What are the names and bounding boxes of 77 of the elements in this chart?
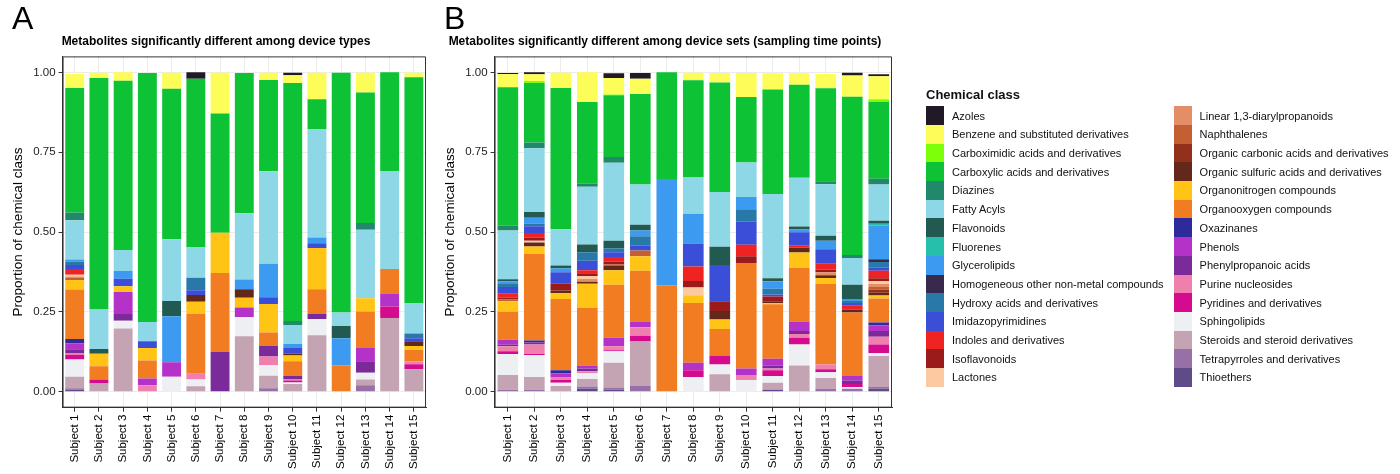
legend-label: Organooxygen compounds <box>1199 203 1332 216</box>
legend-label: Phenols <box>1199 240 1240 253</box>
y-tick-label: 0.25 <box>465 305 488 318</box>
y-axis-title: Proportion of chemical class <box>9 147 25 317</box>
x-tick-label: Subject 6 <box>189 414 202 463</box>
chart-title: Metabolites significantly different among device sets (sampling time points) <box>448 33 882 48</box>
legend-label: Purine nucleosides <box>1199 277 1293 290</box>
y-tick-label: 0.50 <box>465 225 488 238</box>
text: B <box>444 0 466 36</box>
legend-label: Organonitrogen compounds <box>1199 184 1336 197</box>
x-tick-label: Subject 11 <box>765 414 778 469</box>
legend-label: Glycerolipids <box>952 259 1015 272</box>
x-tick-label: Subject 5 <box>164 414 177 463</box>
chart-title: Metabolites significantly different among device types <box>61 33 371 48</box>
legend-label: Naphthalenes <box>1199 128 1268 141</box>
x-tick-label: Subject 12 <box>334 414 347 470</box>
x-tick-label: Subject 8 <box>237 414 250 463</box>
x-tick-label: Subject 9 <box>261 414 274 463</box>
y-tick-label: 0.75 <box>33 145 56 158</box>
x-tick-label: Subject 13 <box>358 414 371 470</box>
legend-title: Chemical class <box>926 87 1021 103</box>
y-tick-label: 0.75 <box>465 145 488 158</box>
y-tick-label: 1.00 <box>33 65 56 78</box>
legend-label: Diazines <box>952 184 995 197</box>
x-tick-label: Subject 3 <box>116 414 129 463</box>
x-tick-label: Subject 10 <box>285 414 298 470</box>
x-tick-label: Subject 10 <box>739 414 752 470</box>
x-tick-label: Subject 1 <box>67 414 80 463</box>
text: A <box>12 0 34 36</box>
legend-label: Indoles and derivatives <box>952 333 1065 346</box>
legend-label: Hydroxy acids and derivatives <box>952 296 1099 309</box>
x-tick-label: Subject 11 <box>310 414 323 469</box>
y-tick-label: 0.25 <box>33 305 56 318</box>
legend-label: Imidazopyrimidines <box>952 315 1047 328</box>
x-tick-label: Subject 2 <box>92 414 105 463</box>
legend-label: Fatty Acyls <box>952 203 1006 216</box>
x-tick-label: Subject 1 <box>501 414 513 463</box>
legend-label: Organic carbonic acids and derivatives <box>1199 147 1389 160</box>
legend-label: Azoles <box>952 109 986 122</box>
x-tick-label: Subject 7 <box>659 414 672 463</box>
x-tick-label: Subject 4 <box>580 414 593 463</box>
legend-label: Pyridines and derivatives <box>1199 296 1322 309</box>
x-tick-label: Subject 14 <box>845 414 858 470</box>
y-axis-title: Proportion of chemical class <box>441 147 457 317</box>
legend-label: Phenylpropanoic acids <box>1199 259 1311 272</box>
legend-label: Tetrapyrroles and derivatives <box>1199 352 1341 365</box>
y-tick-label: 0.00 <box>465 384 488 397</box>
legend-label: Linear 1,3-diarylpropanoids <box>1199 109 1333 122</box>
y-tick-label: 0.50 <box>33 225 56 238</box>
legend-label: Sphingolipids <box>1199 315 1266 328</box>
legend-label: Thioethers <box>1199 371 1252 384</box>
legend-label: Oxazinanes <box>1199 221 1258 234</box>
y-tick-label: 1.00 <box>465 65 488 78</box>
legend-label: Flavonoids <box>952 221 1006 234</box>
legend-label: Organic sulfuric acids and derivatives <box>1199 165 1382 178</box>
legend-label: Carboximidic acids and derivatives <box>952 147 1122 160</box>
x-tick-label: Subject 6 <box>633 414 646 463</box>
legend-label: Isoflavonoids <box>952 352 1017 365</box>
x-tick-label: Subject 15 <box>407 414 420 470</box>
legend-label: Homogeneous other non-metal compounds <box>952 277 1164 290</box>
legend-label: Steroids and steroid derivatives <box>1199 333 1354 346</box>
x-tick-label: Subject 3 <box>553 414 566 463</box>
x-tick-label: Subject 4 <box>140 414 153 463</box>
y-tick-label: 0.00 <box>33 384 56 397</box>
x-tick-label: Subject 13 <box>818 414 831 470</box>
legend-label: Benzene and substituted derivatives <box>952 128 1129 141</box>
x-tick-label: Subject 9 <box>712 414 725 463</box>
x-tick-label: Subject 5 <box>606 414 619 463</box>
legend-label: Fluorenes <box>952 240 1001 253</box>
x-tick-label: Subject 8 <box>686 414 699 463</box>
x-tick-label: Subject 2 <box>527 414 540 463</box>
x-tick-label: Subject 7 <box>213 414 226 463</box>
x-tick-label: Subject 12 <box>792 414 805 470</box>
legend-label: Lactones <box>952 371 997 384</box>
legend-label: Carboxylic acids and derivatives <box>952 165 1110 178</box>
x-tick-label: Subject 15 <box>871 414 884 470</box>
x-tick-label: Subject 14 <box>382 414 395 470</box>
